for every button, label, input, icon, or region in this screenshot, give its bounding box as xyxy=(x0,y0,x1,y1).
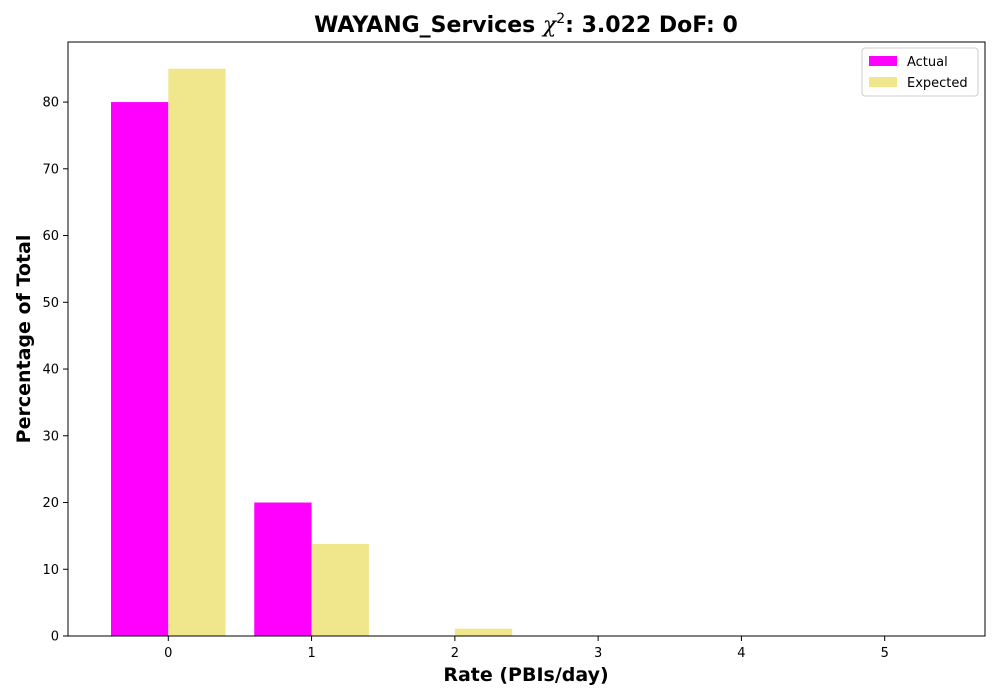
x-tick-label: 1 xyxy=(307,646,315,661)
x-axis-label: Rate (PBIs/day) xyxy=(443,664,608,686)
x-tick-label: 2 xyxy=(451,646,459,661)
x-tick-label: 5 xyxy=(881,646,889,661)
y-tick-label: 80 xyxy=(42,96,59,111)
bar-actual-0 xyxy=(110,102,169,637)
y-axis-label: Percentage of Total xyxy=(13,235,35,444)
legend-swatch-actual xyxy=(869,56,897,66)
x-tick-label: 4 xyxy=(737,646,745,661)
x-axis-ticks: 0 1 2 3 4 5 xyxy=(164,636,889,661)
y-tick-label: 0 xyxy=(51,630,59,645)
chart-title: WAYANG_Services χ2: 3.022 DoF: 0 xyxy=(314,11,738,38)
bar-actual-1 xyxy=(254,502,312,636)
y-tick-label: 60 xyxy=(42,229,59,244)
legend-swatch-expected xyxy=(869,77,897,87)
legend-label-actual: Actual xyxy=(907,55,948,70)
bar-expected-2 xyxy=(454,628,513,636)
bars-group xyxy=(110,68,656,637)
bar-expected-1 xyxy=(311,543,369,636)
y-tick-label: 70 xyxy=(42,162,59,177)
plot-frame xyxy=(67,41,986,637)
bar-expected-0 xyxy=(168,68,226,636)
y-tick-label: 50 xyxy=(42,296,59,311)
x-tick-label: 3 xyxy=(594,646,602,661)
y-tick-label: 20 xyxy=(42,496,59,511)
legend: Actual Expected xyxy=(861,47,979,97)
legend-label-expected: Expected xyxy=(907,76,968,91)
y-tick-label: 30 xyxy=(42,429,59,444)
x-tick-label: 0 xyxy=(164,646,172,661)
y-tick-label: 40 xyxy=(42,363,59,378)
y-tick-label: 10 xyxy=(42,563,59,578)
y-axis-ticks: 0 10 20 30 40 50 60 70 80 xyxy=(42,96,68,645)
